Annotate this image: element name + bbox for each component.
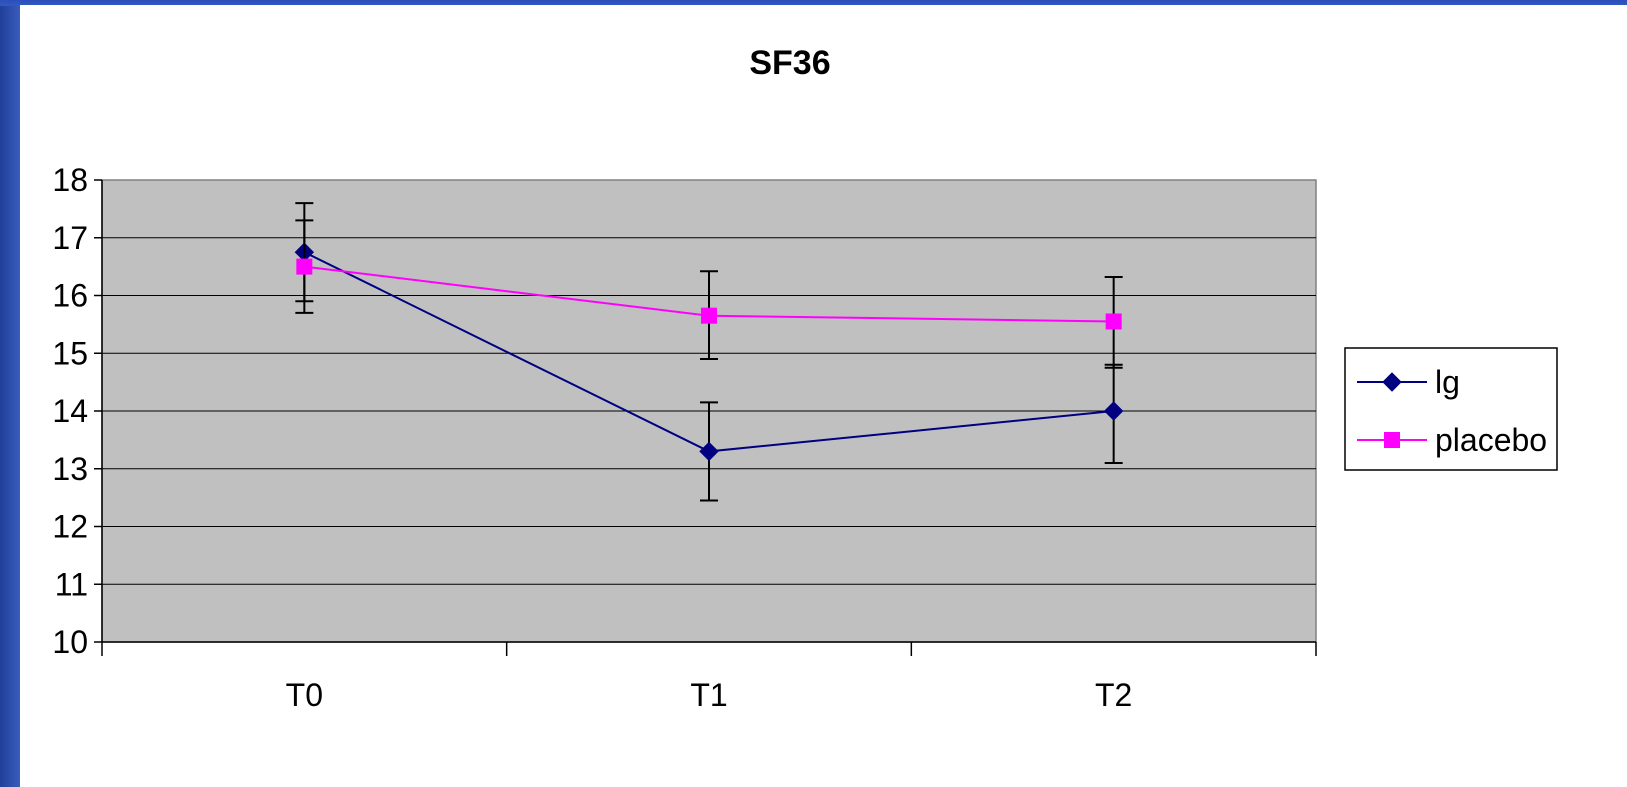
y-tick-label: 15 <box>52 335 88 371</box>
y-tick-label: 11 <box>55 566 88 602</box>
chart-title: SF36 <box>749 44 830 82</box>
y-tick-label: 13 <box>52 451 88 487</box>
legend-box <box>1344 347 1558 471</box>
legend-item-lg: lg <box>1357 364 1460 400</box>
data-point <box>699 441 719 462</box>
x-tick-label: T1 <box>690 677 727 713</box>
x-tick-label: T2 <box>1095 677 1132 713</box>
plot-area: 10 11 12 13 14 15 16 17 18 T0 T1 T2 <box>52 162 1317 713</box>
legend-marker <box>1384 432 1400 448</box>
y-tick-label: 14 <box>52 393 88 429</box>
y-tick-label: 18 <box>52 162 88 198</box>
legend-label: lg <box>1435 364 1460 400</box>
y-tick-label: 12 <box>52 509 88 545</box>
data-point <box>296 258 313 275</box>
y-tick-label: 16 <box>52 278 88 314</box>
series-placebo <box>295 219 1123 369</box>
data-point <box>701 307 717 324</box>
series-lg <box>294 202 1124 502</box>
slide-top-edge <box>0 0 1627 6</box>
y-tick-label: 17 <box>52 220 88 256</box>
x-tick-label: T0 <box>286 677 323 713</box>
legend-marker <box>1382 372 1402 392</box>
legend-item-placebo: placebo <box>1357 422 1547 458</box>
data-point <box>1103 401 1124 421</box>
legend-label: placebo <box>1435 422 1547 458</box>
data-point <box>1105 313 1122 330</box>
y-tick-label: 10 <box>52 624 88 660</box>
legend: lg placebo <box>1344 347 1558 471</box>
